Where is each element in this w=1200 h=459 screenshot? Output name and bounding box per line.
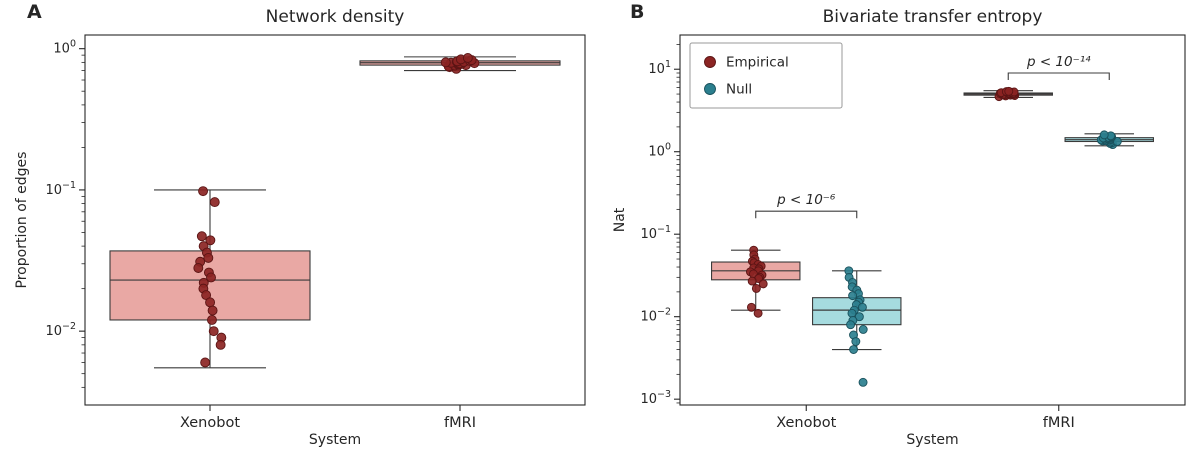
data-point-null-xenobot bbox=[857, 302, 867, 312]
data-point-empirical-xenobot bbox=[746, 302, 756, 312]
data-point-empirical-xenobot bbox=[198, 186, 209, 197]
data-point-null-fmri bbox=[1099, 130, 1109, 140]
data-point-null-xenobot bbox=[858, 377, 868, 387]
legend-label-null: Null bbox=[726, 82, 752, 98]
data-point-empirical-xenobot bbox=[207, 305, 218, 316]
data-point-empirical-xenobot bbox=[205, 297, 216, 308]
y-tick-label: 10−1 bbox=[640, 224, 671, 242]
data-point-empirical-xenobot bbox=[205, 235, 216, 246]
data-point-empirical-xenobot bbox=[208, 326, 219, 337]
data-point-null-xenobot bbox=[858, 325, 868, 334]
legend-marker-null bbox=[704, 83, 716, 95]
x-tick-label-xenobot: Xenobot bbox=[776, 415, 836, 431]
data-point-null-xenobot bbox=[847, 308, 857, 318]
plot-frame bbox=[84, 34, 586, 406]
data-point-empirical-xenobot bbox=[196, 231, 207, 242]
data-point-empirical-xenobot bbox=[747, 276, 757, 286]
transfer-entropy-plot: 101 100 10−1 10−2 10−3 Xenobot fMRI p < 10⁻⁶ p <… bbox=[640, 34, 1186, 431]
panel-label-b: B bbox=[630, 1, 645, 23]
network-density-plot: 100 10−1 10−2 Xenobot fMRI bbox=[45, 34, 586, 431]
data-point-null-xenobot bbox=[854, 312, 864, 322]
legend-marker-empirical bbox=[704, 56, 716, 68]
y-tick-label: 101 bbox=[648, 59, 671, 77]
data-point-empirical-xenobot bbox=[206, 272, 216, 283]
y-axis-label-proportion-of-edges: Proportion of edges bbox=[14, 151, 30, 289]
x-axis-label-system-a: System bbox=[308, 432, 362, 448]
y-tick-label: 10−2 bbox=[640, 307, 671, 325]
legend-label-empirical: Empirical bbox=[726, 55, 789, 71]
x-tick-label-fmri: fMRI bbox=[444, 415, 476, 431]
data-point-empirical-xenobot bbox=[207, 315, 217, 325]
data-point-empirical-fmri bbox=[1004, 86, 1014, 96]
plot-frame bbox=[679, 34, 1186, 406]
chart-title-network-density: Network density bbox=[265, 7, 405, 27]
y-tick-label: 100 bbox=[648, 142, 671, 160]
y-tick-label: 100 bbox=[53, 39, 76, 57]
legend-box bbox=[689, 42, 843, 109]
data-point-null-xenobot bbox=[849, 345, 859, 354]
data-point-empirical-xenobot bbox=[751, 283, 761, 293]
significance-bracket-1 bbox=[1007, 72, 1110, 81]
panel-a: 100 10−1 10−2 Xenobot fMRI A Network density… bbox=[14, 1, 586, 448]
y-tick-label: 10−1 bbox=[45, 180, 76, 198]
data-point-empirical-xenobot bbox=[193, 263, 204, 273]
data-point-empirical-xenobot bbox=[200, 357, 211, 368]
data-point-null-xenobot bbox=[851, 337, 861, 346]
data-point-null-xenobot bbox=[848, 291, 858, 301]
x-axis-label-system-b: System bbox=[906, 432, 959, 448]
p-value-annotation-0: p < 10⁻⁶ bbox=[776, 192, 836, 208]
panel-b: 101 100 10−1 10−2 10−3 Xenobot fMRI p < 10⁻⁶ p <… bbox=[600, 0, 1200, 459]
significance-bracket-0 bbox=[755, 210, 858, 219]
data-point-empirical-xenobot bbox=[753, 308, 763, 318]
data-point-empirical-xenobot bbox=[758, 279, 768, 289]
x-tick-label-fmri: fMRI bbox=[1043, 415, 1075, 431]
data-point-empirical-xenobot bbox=[209, 197, 220, 208]
panel-label-a: A bbox=[27, 1, 42, 23]
chart-title-transfer-entropy: Bivariate transfer entropy bbox=[822, 7, 1043, 27]
data-point-empirical-xenobot bbox=[203, 252, 214, 263]
data-point-null-xenobot bbox=[846, 320, 856, 330]
y-tick-label: 10−3 bbox=[640, 389, 671, 407]
data-point-empirical-xenobot bbox=[215, 339, 226, 350]
data-point-empirical-fmri bbox=[462, 52, 473, 63]
y-axis-label-nat: Nat bbox=[612, 207, 628, 233]
p-value-annotation-1: p < 10⁻¹⁴ bbox=[1026, 54, 1091, 70]
y-tick-label: 10−2 bbox=[45, 321, 76, 339]
data-point-empirical-fmri bbox=[440, 57, 451, 68]
x-tick-label-xenobot: Xenobot bbox=[180, 415, 240, 431]
